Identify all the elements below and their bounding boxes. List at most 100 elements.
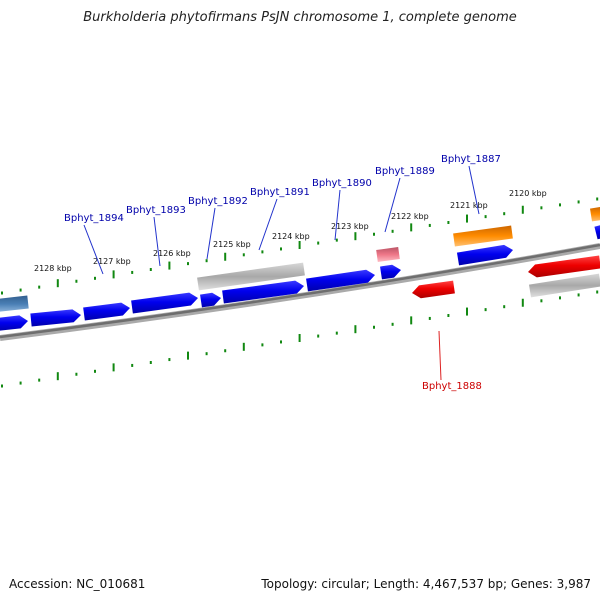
genome-axis [0, 243, 600, 341]
upper-track-minor-tick [131, 270, 134, 274]
gene-label[interactable]: Bphyt_1892 [188, 196, 248, 207]
upper-track-minor-tick [484, 215, 487, 219]
lower-track-minor-tick [540, 299, 543, 303]
lower-track-minor-tick [391, 322, 394, 326]
upper-track-major-tick [298, 241, 301, 249]
gene-leader-line [468, 165, 480, 215]
lower-track-minor-tick [168, 358, 171, 362]
upper-track-minor-tick [149, 268, 152, 271]
upper-track-minor-tick [38, 285, 41, 289]
upper-track-minor-tick [317, 241, 320, 245]
lower-track-minor-tick [1, 384, 3, 388]
upper-track-minor-tick [428, 223, 431, 227]
upper-track-minor-tick [242, 253, 245, 257]
rna-feature-box[interactable] [590, 207, 600, 222]
upper-track-major-tick [410, 223, 413, 232]
upper-track-minor-tick [503, 212, 506, 216]
lower-track-minor-tick [19, 381, 22, 385]
gene-arrow-forward[interactable] [594, 225, 600, 240]
upper-track-minor-tick [205, 259, 208, 263]
genome-title: Burkholderia phytofirmans PsJN chromosom… [83, 10, 517, 25]
gene-arrow-forward[interactable] [83, 302, 130, 321]
lower-track-major-tick [410, 316, 413, 325]
gene-arrow-forward[interactable] [0, 315, 28, 331]
accession-text: Accession: NC_010681 [9, 577, 146, 591]
lower-track-minor-tick [149, 361, 152, 364]
tick-label: 2127 kbp [93, 257, 131, 266]
gene-label[interactable]: Bphyt_1891 [250, 187, 310, 198]
lower-track-major-tick [466, 307, 468, 316]
gene-leader-line [206, 207, 216, 260]
gene-arrow-reverse[interactable] [412, 280, 455, 299]
gene-label[interactable]: Bphyt_1887 [441, 154, 501, 165]
genome-axis-core [0, 243, 600, 339]
upper-track-major-tick [56, 279, 59, 288]
lower-track-minor-tick [38, 378, 41, 382]
feature-track[interactable] [0, 207, 600, 332]
tick-label: 2120 kbp [509, 189, 547, 198]
gene-label[interactable]: Bphyt_1894 [64, 213, 124, 224]
gene-arrow-forward[interactable] [200, 292, 221, 308]
lower-track-major-tick [56, 372, 59, 381]
upper-track-minor-tick [94, 276, 96, 280]
lower-track-major-tick [242, 342, 245, 351]
topology-text: Topology: circular; Length: 4,467,537 bp… [261, 577, 591, 591]
lower-track-major-tick [187, 351, 189, 360]
pseudo-gene-box[interactable] [528, 273, 600, 298]
tick-label: 2123 kbp [331, 222, 369, 231]
gene-arrow-reverse[interactable] [528, 255, 600, 278]
upper-track-major-tick [466, 214, 468, 223]
gene-leader-line [384, 177, 401, 233]
lower-track-minor-tick [428, 316, 431, 320]
lower-track-major-tick [354, 325, 357, 334]
upper-track-minor-tick [596, 197, 599, 201]
lower-track-minor-tick [447, 314, 450, 317]
gene-arrow-forward[interactable] [456, 244, 513, 266]
upper-track-minor-tick [577, 200, 580, 204]
lower-track-minor-tick [75, 372, 78, 376]
feature-box[interactable] [376, 247, 400, 262]
gene-label-layer[interactable]: Bphyt_1894Bphyt_1893Bphyt_1892Bphyt_1891… [64, 154, 501, 392]
tick-label: 2128 kbp [34, 264, 72, 273]
lower-track-minor-tick [577, 293, 580, 297]
gene-arrow-forward[interactable] [306, 269, 375, 292]
gene-arrow-forward[interactable] [380, 264, 401, 280]
tick-label: 2121 kbp [450, 201, 488, 210]
gene-arrow-forward[interactable] [222, 280, 304, 304]
upper-track-major-tick [168, 261, 171, 270]
upper-track-minor-tick [559, 203, 561, 207]
upper-track-minor-tick [1, 291, 3, 295]
gene-arrow-forward[interactable] [30, 309, 81, 327]
lower-track-minor-tick [484, 308, 487, 312]
lower-track-minor-tick [224, 349, 227, 353]
tick-label: 2124 kbp [272, 232, 310, 241]
pseudo-gene-box[interactable] [197, 262, 305, 291]
gene-label[interactable]: Bphyt_1890 [312, 178, 372, 189]
tick-label: 2122 kbp [391, 212, 429, 221]
gene-label[interactable]: Bphyt_1893 [126, 205, 186, 216]
lower-track-minor-tick [131, 363, 134, 367]
upper-track-minor-tick [540, 206, 543, 210]
upper-track-minor-tick [75, 279, 78, 283]
gene-leader-line [438, 330, 442, 381]
upper-track-minor-tick [261, 250, 264, 254]
upper-track-minor-tick [187, 262, 189, 266]
gene-label[interactable]: Bphyt_1888 [422, 381, 482, 392]
gene-arrow-forward[interactable] [131, 292, 198, 314]
lower-track-minor-tick [205, 352, 208, 356]
lower-track-minor-tick [559, 296, 561, 300]
gene-leader-line [83, 224, 104, 275]
tick-label: 2126 kbp [153, 249, 191, 258]
lower-track-minor-tick [94, 369, 96, 373]
rna-feature-box[interactable] [453, 225, 513, 247]
feature-box[interactable] [0, 295, 29, 313]
upper-track-minor-tick [373, 232, 375, 236]
upper-track-minor-tick [447, 221, 450, 224]
lower-track-major-tick [298, 334, 301, 342]
tick-label: 2125 kbp [213, 240, 251, 249]
gene-label[interactable]: Bphyt_1889 [375, 166, 435, 177]
lower-track-minor-tick [335, 331, 338, 335]
upper-track-major-tick [354, 232, 357, 241]
upper-track-minor-tick [335, 238, 338, 242]
